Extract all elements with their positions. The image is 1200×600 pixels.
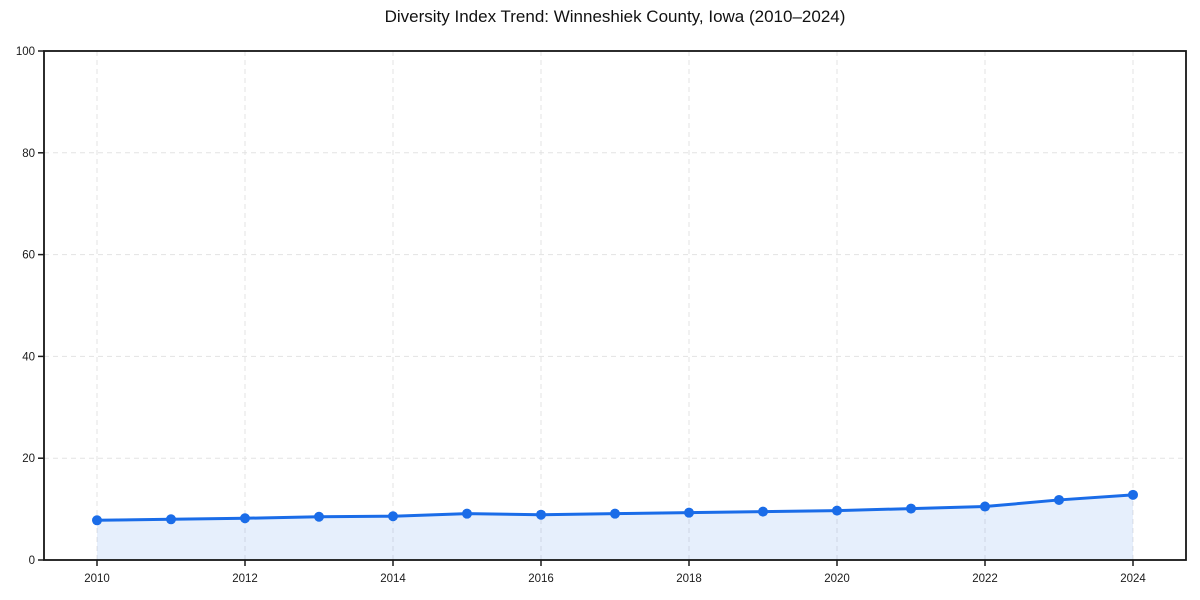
data-point-2021 <box>906 503 916 514</box>
x-axis-tick-label: 2012 <box>232 573 258 585</box>
y-axis-tick-label: 40 <box>22 351 35 363</box>
plot-border <box>43 50 1187 561</box>
data-point-2024 <box>1128 489 1138 500</box>
data-point-2020 <box>832 505 842 516</box>
x-axis-tick-label: 2014 <box>380 573 406 585</box>
x-axis-tick-label: 2022 <box>972 573 998 585</box>
x-axis-tick-label: 2020 <box>824 573 850 585</box>
y-axis-tick-label: 80 <box>22 148 35 160</box>
x-axis-tick-label: 2016 <box>528 573 554 585</box>
chart-title: Diversity Index Trend: Winneshiek County… <box>384 7 846 26</box>
data-point-2011 <box>166 514 176 525</box>
data-point-2023 <box>1054 494 1064 505</box>
area-fill <box>97 494 1133 560</box>
y-axis-tick-label: 20 <box>22 453 35 465</box>
y-axis-tick-label: 100 <box>16 46 35 58</box>
x-axis-tick-label: 2018 <box>676 573 702 585</box>
y-axis-tick-label: 60 <box>22 250 35 262</box>
data-point-2010 <box>92 515 102 526</box>
data-point-2017 <box>610 508 620 519</box>
data-point-2013 <box>314 511 324 522</box>
data-point-2022 <box>980 501 990 512</box>
x-axis-tick-label: 2010 <box>84 573 110 585</box>
data-point-2016 <box>536 509 546 520</box>
data-point-2012 <box>240 513 250 524</box>
data-point-2015 <box>462 508 472 519</box>
data-point-2018 <box>684 507 694 518</box>
y-axis-tick-label: 0 <box>29 555 35 567</box>
x-axis-tick-label: 2024 <box>1120 573 1146 585</box>
data-point-2014 <box>388 511 398 522</box>
data-point-2019 <box>758 506 768 517</box>
